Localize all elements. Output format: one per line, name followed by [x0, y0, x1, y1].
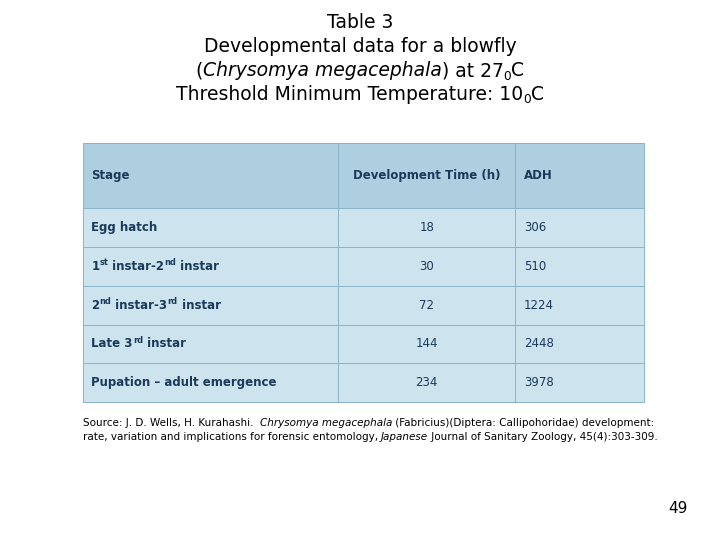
Text: (: ( [196, 61, 203, 80]
Text: 49: 49 [668, 501, 688, 516]
Text: Chrysomya megacephala: Chrysomya megacephala [203, 61, 442, 80]
Text: rd: rd [168, 296, 178, 306]
Text: instar: instar [176, 260, 220, 273]
Text: Developmental data for a blowfly: Developmental data for a blowfly [204, 37, 516, 56]
Text: Journal of Sanitary Zoology, 45(4):303-309.: Journal of Sanitary Zoology, 45(4):303-3… [428, 433, 658, 442]
Text: Chrysomya megacephala: Chrysomya megacephala [260, 418, 392, 429]
Text: 510: 510 [524, 260, 546, 273]
Text: 1: 1 [91, 260, 99, 273]
Text: nd: nd [99, 296, 112, 306]
Text: 30: 30 [420, 260, 434, 273]
Text: 0: 0 [523, 93, 531, 106]
Text: instar: instar [143, 338, 186, 350]
Bar [83, 325, 644, 363]
Text: ADH: ADH [524, 169, 553, 182]
Text: Stage: Stage [91, 169, 130, 182]
Text: Late 3: Late 3 [91, 338, 132, 350]
Text: st: st [99, 258, 109, 267]
Bar [83, 143, 644, 208]
Text: rate, variation and implications for forensic entomology,: rate, variation and implications for for… [83, 433, 381, 442]
Text: Pupation – adult emergence: Pupation – adult emergence [91, 376, 277, 389]
Bar [83, 208, 644, 247]
Text: Japanese: Japanese [381, 433, 428, 442]
Text: C: C [511, 61, 524, 80]
Text: 2: 2 [91, 299, 99, 312]
Bar [83, 247, 644, 286]
Text: instar: instar [178, 299, 220, 312]
Text: 234: 234 [415, 376, 438, 389]
Text: 2448: 2448 [524, 338, 554, 350]
Text: 1224: 1224 [524, 299, 554, 312]
Text: Table 3: Table 3 [327, 14, 393, 32]
Text: Egg hatch: Egg hatch [91, 221, 158, 234]
Bar [83, 286, 644, 325]
Text: (Fabricius)(Diptera: Callipohoridae) development:: (Fabricius)(Diptera: Callipohoridae) dev… [392, 418, 654, 429]
Text: 18: 18 [419, 221, 434, 234]
Text: 3978: 3978 [524, 376, 554, 389]
Text: 0: 0 [504, 70, 511, 83]
Text: Development Time (h): Development Time (h) [353, 169, 500, 182]
Text: 144: 144 [415, 338, 438, 350]
Text: instar-3: instar-3 [112, 299, 168, 312]
Text: 306: 306 [524, 221, 546, 234]
Bar [83, 363, 644, 402]
Text: nd: nd [164, 258, 176, 267]
Text: Source: J. D. Wells, H. Kurahashi.: Source: J. D. Wells, H. Kurahashi. [83, 418, 260, 429]
Text: instar-2: instar-2 [109, 260, 164, 273]
Text: 72: 72 [419, 299, 434, 312]
Text: C: C [531, 85, 544, 104]
Text: ) at 27: ) at 27 [442, 61, 504, 80]
Text: Threshold Minimum Temperature: 10: Threshold Minimum Temperature: 10 [176, 85, 523, 104]
Text: rd: rd [132, 335, 143, 345]
